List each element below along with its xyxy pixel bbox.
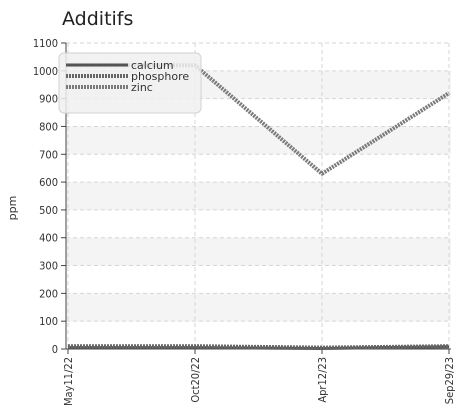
y-tick-label: 1100 — [33, 37, 58, 50]
x-tick-label: Apr12/23 — [316, 357, 329, 403]
y-tick-label: 0 — [52, 343, 58, 356]
plot-band — [66, 126, 451, 155]
legend-label-phosphore: phosphore — [131, 70, 189, 83]
y-tick-label: 800 — [39, 120, 58, 133]
series-line-phosphore — [68, 344, 450, 350]
plot-band — [66, 182, 451, 210]
y-tick-label: 700 — [39, 148, 58, 161]
y-tick-label: 1000 — [33, 65, 58, 78]
y-tick-label: 200 — [39, 287, 58, 300]
y-tick-label: 500 — [39, 204, 58, 217]
chart-title: Additifs — [62, 8, 134, 30]
x-tick-label: Oct20/22 — [189, 357, 202, 403]
y-axis-label: ppm — [6, 196, 19, 221]
legend-label-zinc: zinc — [131, 81, 153, 94]
x-tick-label: May11/22 — [62, 357, 75, 406]
y-tick-label: 100 — [39, 315, 58, 328]
x-tick-label: Sep29/23 — [443, 357, 456, 404]
y-axis-ticks: 0 100 200 300 400 500 600 700 800 900 1000 1100 — [33, 37, 66, 356]
y-tick-label: 600 — [39, 176, 58, 189]
legend-label-calcium: calcium — [131, 59, 174, 72]
y-tick-label: 300 — [39, 260, 58, 273]
plot-band — [66, 237, 451, 266]
x-axis-ticks: May11/22 Oct20/22 Apr12/23 Sep29/23 — [62, 349, 456, 406]
y-tick-label: 900 — [39, 93, 58, 106]
legend-box — [58, 52, 202, 114]
y-tick-label: 400 — [39, 232, 58, 245]
plot-band — [66, 293, 451, 322]
